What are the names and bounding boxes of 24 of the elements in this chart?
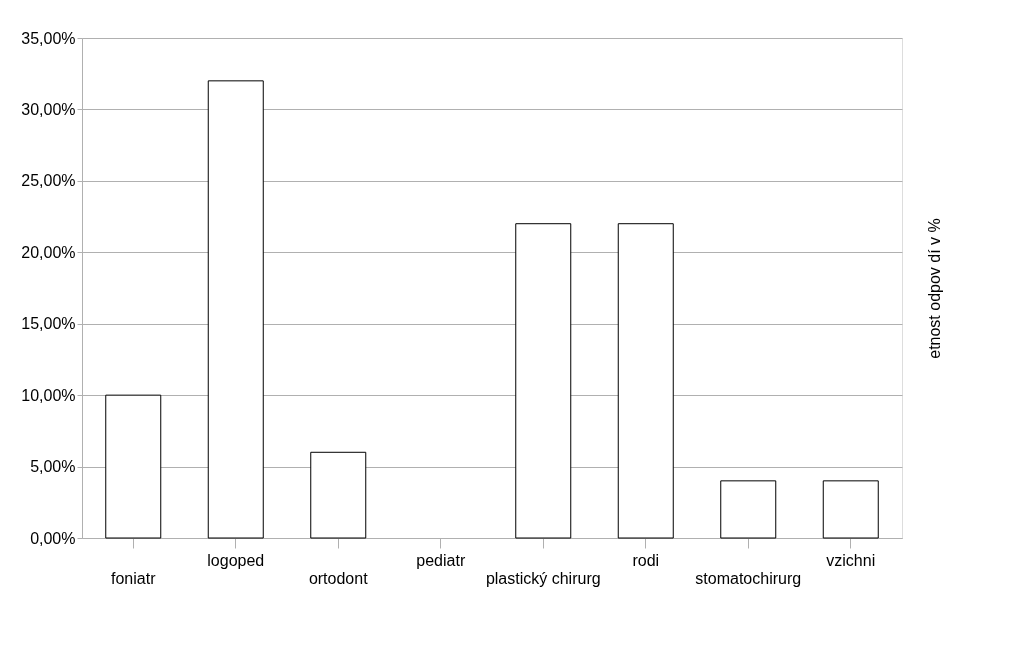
x-tick-label: logoped	[207, 551, 265, 569]
y-axis-title: etnost odpov dí v %	[925, 218, 943, 359]
y-tick-label: 0,00%	[30, 529, 76, 547]
bar	[515, 223, 572, 539]
y-tick-label: 5,00%	[30, 458, 76, 476]
x-tick-label: foniatr	[111, 569, 157, 587]
bar	[105, 394, 162, 539]
bar	[822, 480, 879, 539]
bar	[310, 451, 367, 539]
y-tick-label: 20,00%	[21, 243, 76, 261]
y-tick-label: 10,00%	[21, 386, 76, 404]
bar	[720, 480, 777, 539]
y-tick-label: 15,00%	[21, 315, 76, 333]
x-tick-label: vzichni	[826, 551, 876, 569]
bar	[207, 80, 264, 539]
x-tick-label: stomatochirurg	[695, 569, 802, 587]
y-tick-label: 35,00%	[21, 29, 76, 47]
y-tick-label: 30,00%	[21, 100, 76, 118]
x-tick-label: pediatr	[416, 551, 466, 569]
bar	[617, 223, 674, 539]
x-tick-label: ortodont	[308, 569, 369, 587]
x-tick-label: rodi	[632, 551, 660, 569]
y-tick-label: 25,00%	[21, 172, 76, 190]
x-tick-label: plastický chirurg	[485, 569, 601, 587]
